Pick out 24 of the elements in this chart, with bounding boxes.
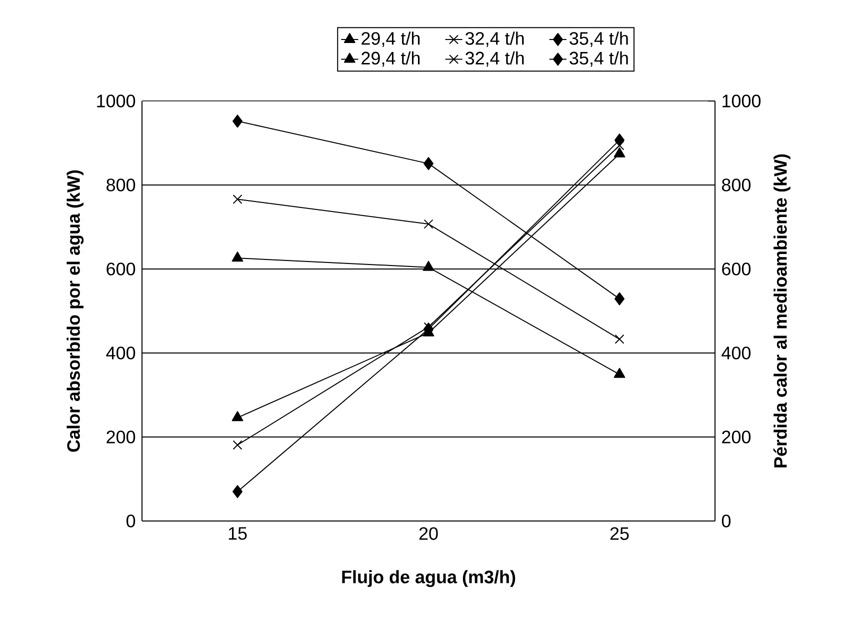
y2-tick-label: 800	[722, 178, 751, 192]
y2-axis-title: Pérdida calor al medioambiente (kW)	[773, 154, 790, 468]
y-tick-label: 200	[106, 430, 136, 444]
legend-label: 35,4 t/h	[570, 32, 628, 47]
y-tick-label: 400	[106, 346, 136, 360]
x-tick-label: 20	[419, 527, 438, 540]
y2-tick-label: 400	[722, 346, 751, 360]
y-tick-label: 600	[106, 262, 136, 276]
legend-label: 32,4 t/h	[466, 51, 524, 67]
y2-tick-label: 1000	[722, 94, 761, 108]
x-tick-label: 25	[610, 527, 629, 540]
legend-label: 29,4 t/h	[362, 51, 420, 67]
y2-tick-label: 600	[722, 262, 751, 276]
y-tick-label: 1000	[97, 94, 136, 108]
legend-label: 32,4 t/h	[466, 32, 524, 47]
x-tick-label: 15	[228, 527, 247, 540]
legend-label: 29,4 t/h	[362, 32, 420, 47]
y2-tick-label: 0	[722, 514, 731, 528]
y-axis-title: Calor absorbido por el agua (kW)	[66, 170, 84, 452]
y2-tick-label: 200	[722, 430, 751, 444]
y-tick-label: 800	[106, 178, 136, 192]
x-axis-title: Flujo de agua (m3/h)	[342, 570, 516, 587]
y-tick-label: 0	[126, 514, 136, 528]
legend-label: 35,4 t/h	[570, 51, 628, 67]
